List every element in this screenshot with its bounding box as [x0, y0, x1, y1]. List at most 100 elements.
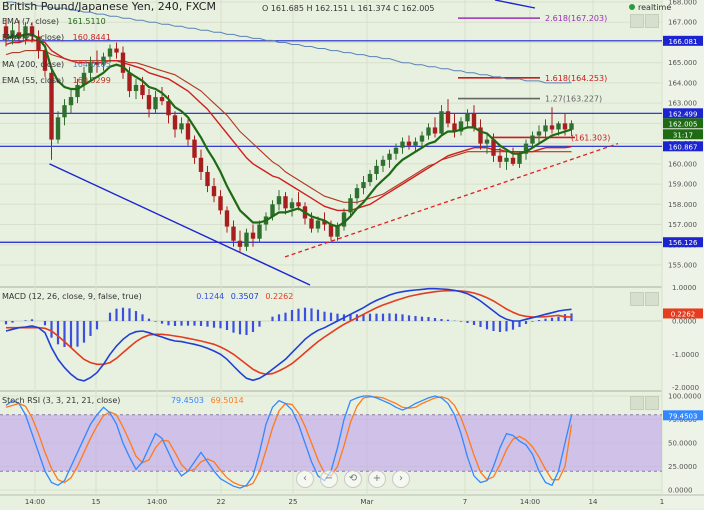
ma200-line: [6, 1, 572, 84]
indicator-ema7-label: EMA (7, close): [2, 17, 59, 26]
candle-body: [400, 141, 405, 148]
indicator-ema55-value: 160.5299: [72, 76, 111, 85]
candle-body: [341, 212, 347, 227]
candle-body: [484, 139, 490, 144]
candle-body: [3, 26, 9, 39]
stoch-header-value-k: 79.4503: [170, 396, 205, 405]
x-tick-label: 14:00: [25, 498, 45, 506]
fib-level-label: (161.303): [571, 133, 610, 142]
indicator-ma200[interactable]: MA (200, close) 164.0105: [2, 60, 111, 70]
zoom-in-button[interactable]: +: [368, 470, 386, 488]
indicator-ema7[interactable]: EMA (7, close) 161.5110: [2, 17, 106, 27]
price-tick-label: 163.000: [668, 100, 697, 108]
candle-body: [114, 48, 119, 53]
stoch-pane-up-button[interactable]: [630, 396, 644, 410]
macd-pane-up-button[interactable]: [630, 292, 644, 306]
macd-line: [5, 287, 572, 382]
candle-body: [458, 121, 464, 132]
candle-body: [224, 210, 230, 227]
price-pane-up-button[interactable]: [630, 14, 644, 28]
fib-level-label: 2.618(167.203): [545, 14, 607, 23]
candle-body: [426, 127, 431, 136]
candle-body: [49, 72, 54, 140]
candle-body: [478, 127, 483, 144]
candle-body: [42, 50, 48, 71]
candle-body: [153, 97, 158, 110]
candle-body: [322, 220, 327, 225]
candle-body: [432, 127, 438, 134]
stoch-header[interactable]: Stoch RSI (3, 3, 21, 21, close) 79.4503 …: [2, 396, 244, 406]
candle-body: [452, 123, 457, 132]
candle-body: [289, 202, 295, 209]
candle-body: [354, 188, 360, 199]
candle-body: [179, 123, 184, 130]
chart-header: British Pound/Japanese Yen, 240, FXCM: [2, 1, 216, 13]
candle-body: [419, 135, 425, 142]
macd-pane-bg: [0, 287, 662, 391]
candle-body: [185, 123, 191, 140]
x-tick-label: 14:00: [520, 498, 540, 506]
macd-tag: [663, 308, 703, 319]
macd-tick-label: 0.0000: [672, 318, 697, 326]
zoom-out-button[interactable]: −: [320, 470, 338, 488]
indicator-ema55-label: EMA (55, close): [2, 76, 65, 85]
candle-body: [29, 26, 35, 37]
indicator-ema21-value: 160.8441: [72, 33, 111, 42]
realtime-indicator[interactable]: realtime: [629, 3, 671, 12]
scroll-left-button[interactable]: ‹: [296, 470, 314, 488]
stoch-pane-settings-button[interactable]: [645, 396, 659, 410]
indicator-ema55[interactable]: EMA (55, close) 160.5299: [2, 76, 111, 86]
candle-body: [192, 139, 197, 158]
ascending-trendline: [284, 143, 619, 258]
candle-body: [23, 26, 28, 39]
candle-body: [198, 157, 204, 172]
candle-body: [133, 84, 139, 92]
price-tick-label: 160.000: [668, 160, 697, 168]
macd-signal-line: [6, 289, 572, 376]
scroll-right-button[interactable]: ›: [392, 470, 410, 488]
macd-header[interactable]: MACD (12, 26, close, 9, false, true) 0.1…: [2, 292, 293, 302]
candle-body: [94, 62, 100, 65]
candle-body: [218, 196, 223, 211]
candle-body: [387, 153, 392, 160]
reset-view-button[interactable]: ⟲: [344, 470, 362, 488]
candle-body: [517, 153, 522, 164]
candle-body: [335, 226, 340, 237]
candle-body: [562, 123, 568, 130]
candle-body: [55, 117, 61, 140]
candle-body: [543, 125, 548, 132]
price-tag: [663, 237, 703, 248]
price-tag-label: 160.867: [669, 143, 698, 151]
x-tick-label: 14: [589, 498, 598, 506]
price-pane-settings-button[interactable]: [645, 14, 659, 28]
indicator-ma200-label: MA (200, close): [2, 60, 65, 69]
upper-trendline: [494, 0, 536, 9]
candle-body: [166, 101, 171, 116]
macd-tick-label: -1.0000: [672, 351, 699, 359]
fib-level-label: 1.27(163.227): [545, 95, 602, 104]
rsi-overbought-oversold-band: [0, 414, 662, 472]
candle-body: [523, 143, 529, 154]
candle-body: [348, 198, 353, 213]
x-tick-label: 14:00: [147, 498, 167, 506]
candle-body: [283, 196, 288, 209]
candle-body: [569, 123, 574, 130]
price-tick-label: 159.000: [668, 181, 697, 189]
macd-header-value-macd: 0.3507: [230, 292, 259, 301]
candle-body: [88, 62, 93, 73]
price-tag-label: 31:17: [673, 131, 693, 139]
candle-body: [504, 157, 509, 162]
candle-body: [36, 36, 41, 51]
descending-trendline: [49, 163, 311, 286]
candle-body: [439, 111, 444, 134]
rsi-tag-label: 79.4503: [669, 412, 698, 420]
indicator-ema21[interactable]: EMA (21, close) 160.8441: [2, 33, 111, 43]
macd-pane-settings-button[interactable]: [645, 292, 659, 306]
price-tick-label: 165.000: [668, 59, 697, 67]
price-tick-label: 167.000: [668, 19, 697, 27]
price-tag-label: 162.005: [669, 120, 698, 128]
macd-tick-label: 1.0000: [672, 284, 697, 292]
candle-body: [393, 147, 399, 154]
candle-body: [231, 226, 236, 241]
